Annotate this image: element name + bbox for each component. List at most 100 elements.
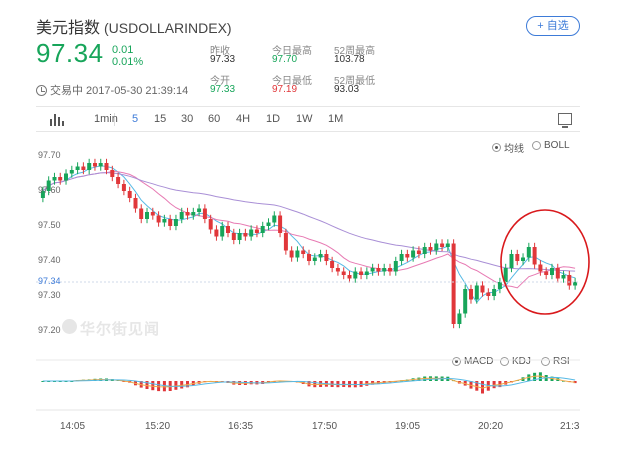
watermark-logo-icon	[62, 319, 77, 334]
open-label: 今开	[210, 76, 230, 87]
boll-toggle[interactable]: BOLL	[532, 140, 570, 151]
macd-bar	[533, 372, 537, 381]
interval-1w[interactable]: 1W	[296, 113, 313, 125]
y-tick-label: 97.40	[38, 255, 61, 265]
candle	[422, 247, 427, 254]
radio-icon	[541, 357, 550, 366]
candle	[116, 177, 121, 184]
y-tick-label: 97.20	[38, 325, 61, 335]
candle	[550, 268, 554, 275]
change-value: 0.01	[112, 44, 134, 56]
ma-toggle[interactable]: 均线	[492, 140, 524, 155]
candle	[538, 264, 543, 272]
macd-dif-line	[42, 375, 576, 389]
candle	[220, 226, 225, 237]
interval-15[interactable]: 15	[154, 113, 167, 125]
instrument-name: 美元指数	[36, 20, 101, 37]
rsi-toggle[interactable]: RSI	[541, 356, 570, 367]
interval-1min[interactable]: 1min	[94, 113, 118, 125]
candlestick-icon[interactable]	[50, 114, 64, 126]
candle	[405, 254, 410, 258]
candle	[243, 233, 248, 237]
candle	[515, 254, 520, 261]
interval-60[interactable]: 60	[208, 113, 221, 125]
x-tick-label: 20:20	[478, 421, 504, 432]
kdj-label: KDJ	[512, 356, 531, 367]
candle	[81, 166, 86, 170]
candle	[526, 247, 531, 258]
interval-1m[interactable]: 1M	[328, 113, 344, 125]
watermark: 华尔街见闻	[80, 321, 161, 338]
prev-close-label: 昨收	[210, 46, 230, 57]
candle	[353, 271, 358, 279]
wk52-low-value: 93.03	[334, 84, 360, 95]
x-tick-label: 14:05	[60, 421, 86, 432]
x-tick-label: 16:35	[228, 421, 254, 432]
candle	[197, 208, 202, 212]
fullscreen-icon[interactable]	[558, 113, 572, 128]
candle	[301, 250, 306, 254]
radio-selected-icon	[452, 357, 461, 366]
macd-bar	[475, 381, 479, 391]
candle	[272, 215, 277, 223]
macd-bar	[162, 381, 166, 392]
candle	[110, 170, 115, 177]
candle	[573, 282, 578, 286]
candle	[104, 163, 109, 170]
candle	[388, 268, 392, 272]
y-tick-label: 97.60	[38, 185, 61, 195]
candle	[359, 271, 364, 275]
interval-1d[interactable]: 1D	[266, 113, 281, 125]
candle	[237, 233, 242, 240]
add-watchlist-button[interactable]: + 自选	[526, 16, 580, 36]
interval-30[interactable]: 30	[181, 113, 194, 125]
candle	[289, 250, 294, 258]
day-high-value: 97.70	[272, 54, 298, 65]
change-percent: 0.01%	[112, 56, 144, 68]
candle	[214, 229, 219, 237]
y-tick-label: 97.30	[38, 290, 61, 300]
candle	[393, 261, 398, 272]
candle	[202, 208, 207, 219]
candle	[145, 212, 149, 219]
candle	[191, 212, 196, 216]
macd-bar	[151, 381, 155, 391]
candle	[307, 254, 311, 261]
candle	[474, 285, 479, 300]
candle	[185, 212, 190, 216]
x-tick-label: 17:50	[312, 421, 338, 432]
chart-toolbar: 1min 5 15 30 60 4H 1D 1W 1M	[36, 106, 580, 132]
candle	[162, 219, 167, 223]
ma-long-line	[42, 172, 576, 272]
candle	[318, 254, 323, 258]
candle	[168, 219, 173, 226]
candle	[509, 254, 514, 268]
candle	[254, 229, 259, 233]
candle	[457, 313, 462, 324]
day-high-label: 今日最高	[272, 46, 312, 57]
macd-bar	[538, 372, 542, 381]
instrument-code: (USDOLLARINDEX)	[104, 20, 232, 36]
candle	[532, 247, 537, 265]
kdj-toggle[interactable]: KDJ	[500, 356, 531, 367]
candle	[434, 243, 439, 251]
candle	[428, 247, 433, 251]
candle	[521, 257, 525, 261]
candle	[382, 268, 387, 272]
interval-4h[interactable]: 4H	[236, 113, 251, 125]
candle	[52, 177, 57, 181]
candle	[139, 208, 144, 219]
candle	[567, 275, 572, 286]
wk52-high-value: 103.78	[334, 54, 365, 65]
candle	[399, 254, 404, 261]
interval-5[interactable]: 5	[132, 113, 139, 125]
ma-label: 均线	[504, 144, 524, 155]
candle	[330, 261, 335, 268]
macd-toggle[interactable]: MACD	[452, 356, 493, 367]
candle	[278, 215, 283, 233]
candle	[295, 250, 300, 258]
candle	[440, 243, 445, 247]
candle	[173, 219, 178, 226]
x-tick-label: 15:20	[145, 421, 171, 432]
candle	[561, 275, 566, 279]
